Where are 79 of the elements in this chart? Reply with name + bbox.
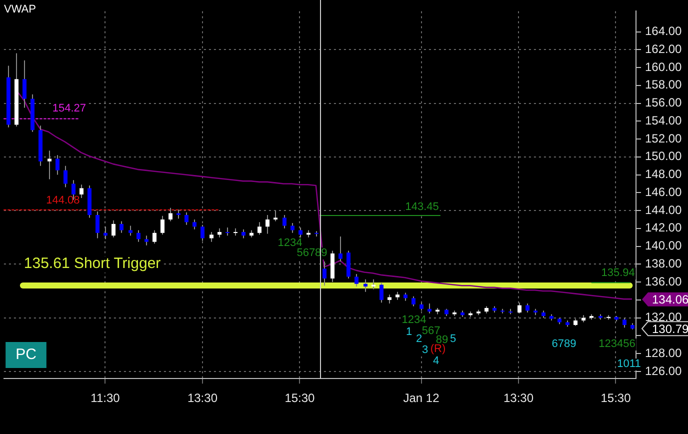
candlestick: [282, 214, 286, 229]
candlestick: [266, 214, 270, 234]
candlestick: [128, 225, 132, 236]
annotation: 6789: [552, 338, 576, 350]
annotation: 1234: [402, 314, 426, 326]
y-tick-label: 128.00: [645, 346, 682, 360]
annotation: 3: [422, 344, 428, 356]
annotation: 1234: [278, 237, 302, 250]
y-tick-label: 164.00: [645, 24, 682, 38]
candlestick: [192, 218, 196, 230]
x-tick-label: 13:30: [187, 391, 218, 406]
y-tick-label: 158.00: [645, 78, 682, 92]
x-tick-label: 13:30: [503, 391, 534, 406]
x-tick-label: 11:30: [90, 391, 120, 406]
y-tick-label: 144.00: [645, 202, 682, 217]
candlestick: [64, 165, 68, 188]
candlestick: [354, 274, 358, 288]
y-tick-label: 136.00: [645, 274, 682, 288]
annotation: 5: [450, 333, 456, 346]
chart-title: VWAP: [4, 4, 36, 16]
candlestick: [80, 184, 84, 199]
candlestick: [104, 226, 108, 240]
candlestick: [290, 222, 294, 234]
candlestick: [112, 220, 116, 238]
x-tick-label: 15:30: [600, 391, 632, 406]
x-tick-label: 15:30: [284, 391, 316, 406]
ref-line-label: 143.45: [405, 200, 439, 213]
candlestick: [160, 215, 164, 236]
y-tick-label: 150.00: [645, 149, 682, 164]
y-tick-label: 154.00: [645, 113, 682, 128]
candlestick: [136, 230, 140, 242]
candlestick: [120, 220, 124, 234]
candlestick: [298, 227, 302, 239]
y-tick-label: 148.00: [645, 167, 682, 182]
candlestick: [210, 232, 214, 242]
candlestick: [338, 236, 342, 262]
candlestick: [622, 317, 626, 328]
candlestick: [258, 222, 262, 236]
annotation: 1: [406, 326, 412, 338]
candlestick: [22, 60, 26, 108]
candlestick: [184, 212, 188, 226]
y-tick-label: 132.00: [645, 310, 682, 324]
candlestick: [380, 282, 384, 304]
candlestick: [372, 278, 376, 290]
annotation: 4: [432, 355, 440, 368]
annotation: (R): [430, 343, 446, 356]
candlestick: [56, 154, 60, 176]
x-tick-label: Jan 12: [403, 391, 440, 406]
candlestick: [412, 296, 416, 307]
y-tick-label: 142.00: [645, 220, 682, 235]
candlestick: [364, 278, 368, 292]
y-tick-label: 138.00: [645, 256, 682, 270]
candlestick: [518, 302, 522, 314]
annotation: 123456: [598, 338, 636, 350]
candlestick: [428, 303, 432, 314]
candlestick: [152, 230, 156, 244]
candlestick: [200, 224, 204, 242]
ref-line-label: 135.94: [601, 267, 635, 280]
candlestick: [96, 210, 100, 239]
y-tick-label: 162.00: [645, 42, 682, 56]
candlestick: [168, 207, 172, 222]
annotation: 2: [416, 333, 422, 346]
text: 130.79: [652, 322, 688, 336]
ref-line-label: 135.61 Short Trigger: [24, 255, 161, 272]
y-tick-label: 126.00: [645, 364, 682, 378]
ref-line-label: 144.08: [46, 194, 80, 206]
candlestick: [274, 210, 278, 222]
text: 134.06: [652, 292, 688, 307]
y-tick-label: 146.00: [645, 184, 682, 199]
candlestick: [144, 235, 148, 246]
y-tick-label: 160.00: [645, 60, 682, 74]
candlestick: [322, 260, 326, 286]
annotation: 1011: [617, 358, 641, 370]
candlestick: [48, 150, 52, 180]
y-tick-label: 152.00: [645, 131, 682, 146]
ref-line-label: 154.27: [52, 102, 86, 114]
y-tick-label: 156.00: [645, 96, 682, 110]
annotation: PC: [16, 346, 37, 364]
y-tick-label: 140.00: [645, 238, 682, 253]
